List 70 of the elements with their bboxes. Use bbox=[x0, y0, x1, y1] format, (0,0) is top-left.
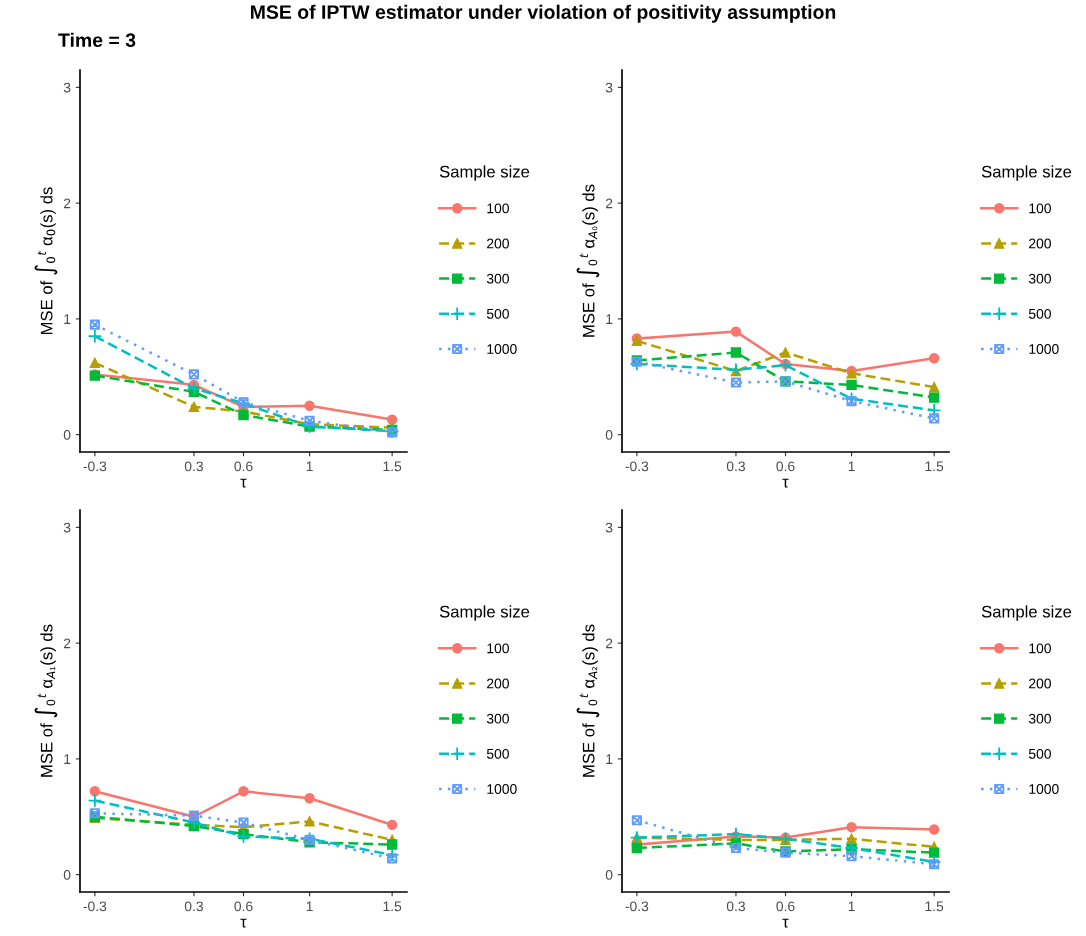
x-tick-label: 1 bbox=[848, 901, 855, 912]
y-tick-label: 3 bbox=[605, 82, 613, 93]
y-tick-label: 0 bbox=[605, 429, 613, 440]
legend-label: 500 bbox=[486, 748, 509, 759]
legend-label: 200 bbox=[487, 238, 509, 249]
y-axis-title: MSE of ∫$_{0}$$^{t}$ α$_{A₂}$(s) ds bbox=[576, 624, 600, 777]
chart-subtitle: Time = 3 bbox=[58, 32, 136, 48]
y-tick-label: 0 bbox=[63, 869, 71, 880]
legend-label: 300 bbox=[1028, 273, 1051, 284]
y-tick-label: 3 bbox=[605, 522, 613, 533]
legend-label: 200 bbox=[1029, 678, 1051, 689]
legend-label: 300 bbox=[486, 273, 509, 284]
y-tick-label: 3 bbox=[63, 522, 71, 533]
x-tick-label: 0.6 bbox=[776, 901, 795, 912]
x-tick-label: 0.6 bbox=[234, 901, 253, 912]
legend-title: Sample size bbox=[981, 605, 1072, 621]
y-axis-title: MSE of ∫$_{0}$$^{t}$ α$_{0}$(s) ds bbox=[34, 187, 58, 335]
legend-label: 100 bbox=[1029, 203, 1051, 214]
legend-label: 100 bbox=[487, 643, 509, 654]
y-tick-label: 1 bbox=[64, 754, 71, 764]
legend-label: 1000 bbox=[1029, 344, 1059, 354]
y-axis-title: MSE of ∫$_{0}$$^{t}$ α$_{A₀}$(s) ds bbox=[576, 184, 600, 337]
x-tick-label: 1.5 bbox=[383, 901, 402, 912]
legend-label: 1000 bbox=[487, 344, 517, 354]
legend-label: 300 bbox=[486, 713, 509, 724]
x-tick-label: 1.5 bbox=[925, 901, 944, 912]
y-tick-label: 2 bbox=[605, 638, 613, 649]
y-tick-label: 1 bbox=[606, 754, 613, 764]
x-tick-label: -0.3 bbox=[83, 461, 107, 472]
x-tick-label: -0.3 bbox=[625, 461, 649, 472]
x-tick-label: 1 bbox=[306, 901, 313, 912]
x-tick-label: 0.6 bbox=[776, 461, 795, 472]
x-tick-label: 0.3 bbox=[184, 461, 203, 472]
x-axis-title: τ bbox=[240, 918, 247, 928]
y-axis-title: MSE of ∫$_{0}$$^{t}$ α$_{A₁}$(s) ds bbox=[34, 624, 58, 777]
x-axis-title: τ bbox=[782, 918, 789, 928]
y-tick-label: 2 bbox=[63, 638, 71, 649]
legend-label: 1000 bbox=[487, 784, 517, 794]
x-tick-label: -0.3 bbox=[83, 901, 107, 912]
y-tick-label: 0 bbox=[605, 869, 613, 880]
legend-title: Sample size bbox=[439, 165, 530, 181]
x-axis-title: τ bbox=[782, 478, 789, 488]
x-tick-label: 1 bbox=[306, 461, 313, 472]
x-tick-label: 1 bbox=[848, 461, 855, 472]
y-tick-label: 2 bbox=[605, 198, 613, 209]
y-tick-label: 0 bbox=[63, 429, 71, 440]
y-tick-label: 1 bbox=[64, 314, 71, 324]
y-tick-label: 2 bbox=[63, 198, 71, 209]
legend-label: 500 bbox=[1028, 748, 1051, 759]
legend-label: 500 bbox=[1028, 308, 1051, 319]
legend-label: 1000 bbox=[1029, 784, 1059, 794]
legend-title: Sample size bbox=[981, 165, 1072, 181]
legend-label: 300 bbox=[1028, 713, 1051, 724]
x-tick-label: -0.3 bbox=[625, 901, 649, 912]
x-tick-label: 1.5 bbox=[383, 461, 402, 472]
x-tick-label: 0.6 bbox=[234, 461, 253, 472]
x-tick-label: 0.3 bbox=[726, 461, 745, 472]
text: MSE of IPTW estimator under violation of positivity assumption bbox=[251, 4, 836, 23]
legend-label: 200 bbox=[1029, 238, 1051, 249]
x-tick-label: 1.5 bbox=[925, 461, 944, 472]
x-tick-label: 0.3 bbox=[726, 901, 745, 912]
legend-label: 100 bbox=[487, 203, 509, 214]
x-axis-title: τ bbox=[240, 478, 247, 488]
legend-title: Sample size bbox=[439, 605, 530, 621]
x-tick-label: 0.3 bbox=[184, 901, 203, 912]
y-tick-label: 1 bbox=[606, 314, 613, 324]
y-tick-label: 3 bbox=[63, 82, 71, 93]
legend-label: 200 bbox=[487, 678, 509, 689]
legend-label: 100 bbox=[1029, 643, 1051, 654]
legend-label: 500 bbox=[486, 308, 509, 319]
